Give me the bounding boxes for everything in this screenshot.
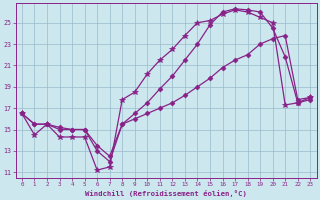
X-axis label: Windchill (Refroidissement éolien,°C): Windchill (Refroidissement éolien,°C) <box>85 190 247 197</box>
